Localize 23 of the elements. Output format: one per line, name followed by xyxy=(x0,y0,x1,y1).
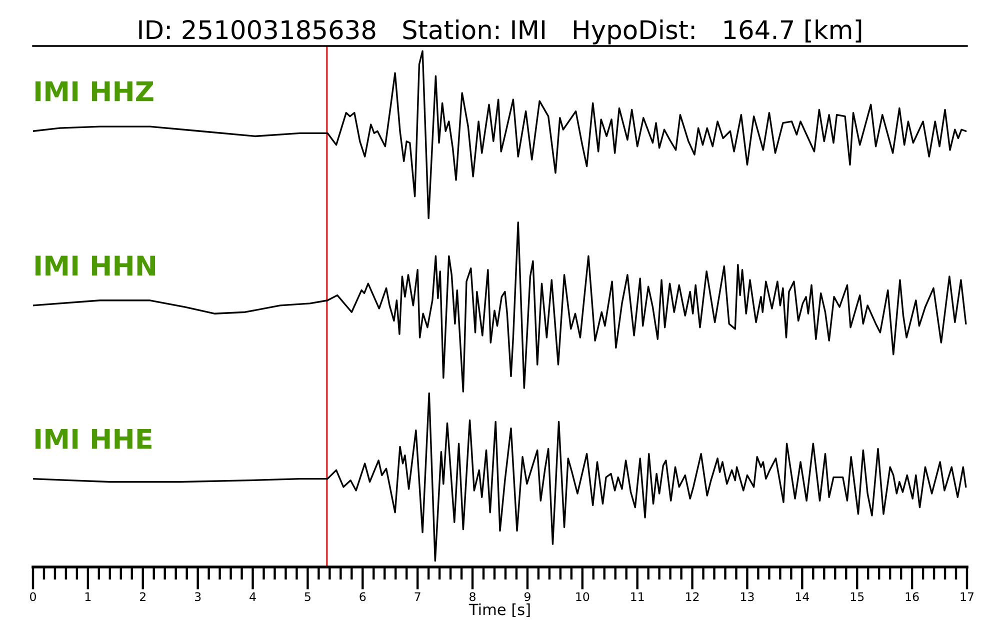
x-tick-label: 1 xyxy=(85,592,91,601)
x-tick-label: 4 xyxy=(250,592,256,601)
x-tick-label: 10 xyxy=(576,592,590,602)
x-tick-label: 13 xyxy=(741,592,754,602)
x-tick-label: 9 xyxy=(524,592,530,602)
x-tick-label: 0 xyxy=(30,592,36,602)
series-label: IMI HHZ xyxy=(35,81,154,102)
x-tick-label: 2 xyxy=(140,592,146,601)
x-tick-label: 17 xyxy=(960,592,974,601)
x-tick-label: 11 xyxy=(631,592,644,601)
x-tick-label: 7 xyxy=(414,592,420,601)
series-label: IMI HHE xyxy=(35,429,152,449)
series-label: IMI HHN xyxy=(35,256,156,276)
x-tick-label: 5 xyxy=(304,592,310,602)
x-tick-label: 12 xyxy=(686,592,699,601)
chart-title: ID: 251003185638 Station: IMI HypoDist: 164.7 [km] xyxy=(139,20,862,44)
x-tick-label: 6 xyxy=(360,592,366,602)
x-tick-label: 14 xyxy=(796,592,810,601)
x-axis-title: Time [s] xyxy=(468,603,530,618)
x-tick-label: 15 xyxy=(850,592,864,602)
x-tick-label: 16 xyxy=(906,592,919,602)
x-tick-label: 3 xyxy=(194,592,201,602)
x-tick-label: 8 xyxy=(470,592,476,602)
